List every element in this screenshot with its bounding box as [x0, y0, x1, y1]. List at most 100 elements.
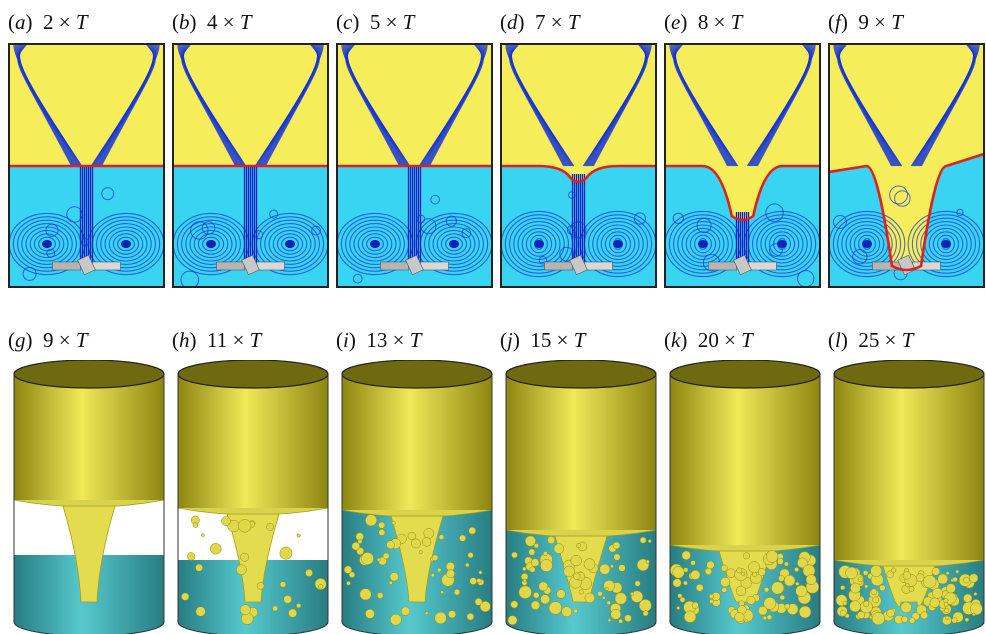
- bubble: [708, 594, 714, 599]
- vortex-core: [613, 240, 623, 248]
- bubble: [777, 558, 784, 565]
- bubble: [524, 535, 536, 547]
- streamline: [756, 44, 812, 167]
- vortex-streamline: [181, 219, 241, 269]
- bubble: [762, 615, 767, 621]
- vortex-streamline: [760, 224, 804, 264]
- bubble: [795, 581, 800, 586]
- impeller-blade: [544, 261, 573, 271]
- eddy: [889, 185, 908, 205]
- bubble: [784, 561, 789, 567]
- vortex-streamline: [112, 233, 140, 255]
- vortex-streamline: [428, 223, 480, 265]
- vortex-streamline: [29, 229, 65, 259]
- panel-border: [336, 43, 493, 288]
- eddy: [769, 243, 783, 257]
- bubble: [430, 573, 435, 578]
- bubble: [210, 543, 222, 555]
- bubble: [951, 617, 958, 624]
- vortex-core: [777, 240, 787, 248]
- bubble: [423, 528, 435, 539]
- bubble: [528, 548, 536, 556]
- vortex-streamline: [17, 219, 77, 269]
- impeller-blade: [256, 261, 285, 271]
- panel-label-e: (e) 8 × T: [664, 10, 743, 34]
- bubble: [923, 574, 937, 589]
- eddy: [430, 194, 440, 205]
- bubble: [964, 617, 970, 623]
- bubble: [540, 559, 553, 572]
- vortex-streamline: [100, 223, 152, 265]
- bubble: [446, 569, 455, 579]
- bubble: [931, 567, 941, 576]
- eddy: [420, 218, 437, 235]
- eddy: [566, 224, 577, 236]
- panel-label-f: (f) 9 × T: [828, 10, 903, 34]
- bubble: [351, 541, 361, 551]
- bubble: [863, 600, 870, 607]
- gas-funnel: [62, 505, 116, 603]
- impeller-blade: [420, 261, 449, 271]
- tank-outline: [13, 374, 165, 634]
- vortex-streamline: [764, 227, 800, 261]
- bubble: [436, 567, 442, 573]
- vortex-streamline: [260, 219, 320, 269]
- bubble: [459, 534, 467, 542]
- bubble: [779, 594, 785, 601]
- panel-label-i: (i) 13 × T: [336, 328, 422, 352]
- panel-e: [664, 43, 821, 288]
- bubble: [757, 568, 766, 577]
- vortex-streamline: [916, 217, 976, 271]
- streamline: [920, 44, 976, 167]
- bubble: [952, 576, 958, 583]
- bubble: [683, 580, 688, 586]
- tank-lid: [177, 360, 329, 389]
- bubble: [256, 582, 265, 590]
- bubble: [584, 592, 596, 604]
- impeller-blade: [52, 261, 81, 271]
- bubble: [691, 601, 699, 609]
- vortex-streamline: [21, 223, 73, 265]
- bubble: [746, 595, 756, 605]
- bubble: [597, 590, 603, 597]
- vortex-core: [285, 240, 295, 248]
- bubble: [424, 611, 429, 616]
- liquid-region: [829, 154, 984, 287]
- bubble: [720, 564, 728, 572]
- bubble: [469, 577, 477, 585]
- bubble: [676, 606, 680, 610]
- panel-border: [828, 43, 985, 288]
- vortex-streamline: [276, 233, 304, 255]
- bubble: [391, 520, 396, 525]
- tank-lid: [833, 360, 985, 389]
- bubble: [530, 558, 540, 567]
- bubble: [765, 550, 779, 563]
- eddy: [254, 230, 264, 240]
- eddy: [956, 208, 964, 217]
- bubble: [318, 583, 324, 590]
- bubble: [453, 589, 461, 596]
- bubble: [944, 615, 950, 620]
- bubble: [920, 611, 929, 620]
- tank-outline: [669, 374, 821, 634]
- eddy: [852, 249, 868, 265]
- panel-border: [172, 43, 329, 288]
- bubble: [909, 617, 916, 624]
- vortex-streamline: [689, 231, 717, 257]
- bubble: [614, 592, 627, 605]
- streamline-figure: [8, 43, 985, 288]
- bubble: [238, 519, 252, 533]
- bubble: [365, 609, 375, 619]
- bubble: [467, 552, 474, 559]
- bubble: [890, 567, 897, 574]
- vortex-streamline: [108, 229, 144, 259]
- bubble: [704, 567, 712, 576]
- bubble: [647, 539, 652, 544]
- bubble: [857, 576, 864, 582]
- bubble: [955, 569, 960, 574]
- vortex-streamline: [596, 224, 640, 264]
- vortex-core: [206, 240, 216, 248]
- vortex-streamline: [281, 236, 299, 252]
- bubble: [850, 582, 861, 594]
- vortex-streamline: [513, 221, 565, 267]
